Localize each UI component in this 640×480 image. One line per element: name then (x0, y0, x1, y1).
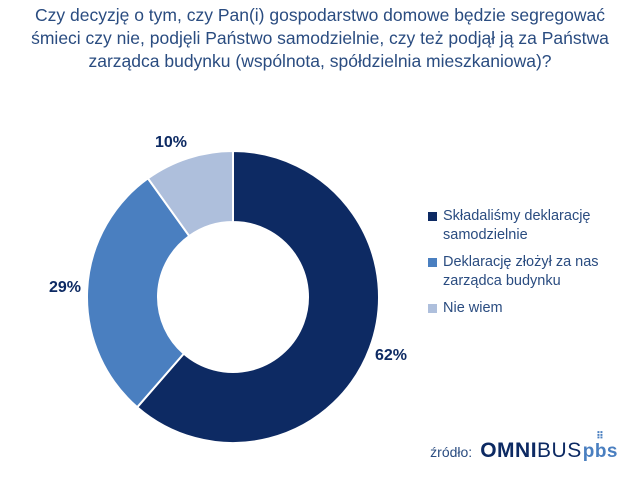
legend-label-self: Składaliśmy deklarację samodzielnie (443, 208, 591, 243)
legend-swatch-manager (428, 258, 437, 267)
data-label-self: 62% (375, 347, 407, 364)
logo-pbs-label: pbs (582, 441, 618, 462)
chart-legend: Składaliśmy deklarację samodzielnie Dekl… (428, 207, 638, 326)
donut-slice-manager (86, 176, 191, 409)
source-label: źródło: (430, 444, 473, 460)
legend-item-self: Składaliśmy deklarację samodzielnie (428, 207, 638, 245)
chart-title-line-3: zarządca budynku (wspólnota, spółdzielni… (88, 51, 552, 71)
chart-title-line-2: śmieci czy nie, podjęli Państwo samodzie… (31, 28, 609, 48)
chart-title: Czy decyzję o tym, czy Pan(i) gospodarst… (10, 4, 630, 73)
legend-label-manager: Deklarację złożył za nas zarządca budynk… (443, 254, 599, 289)
legend-swatch-unknown (428, 304, 437, 313)
logo-omni-text: OMNI (480, 439, 538, 462)
donut-slice-unknown (146, 149, 234, 238)
donut-slice-self (135, 149, 380, 444)
legend-swatch-self (428, 212, 437, 221)
data-label-manager: 29% (49, 279, 81, 296)
legend-item-unknown: Nie wiem (428, 299, 638, 318)
logo-dots-icon: ⠿ (595, 431, 605, 442)
omnibus-pbs-logo: OMNIBUS ⠿ pbs (480, 432, 618, 463)
chart-title-line-1: Czy decyzję o tym, czy Pan(i) gospodarst… (35, 5, 605, 25)
data-label-unknown: 10% (155, 134, 187, 151)
legend-label-unknown: Nie wiem (443, 300, 503, 316)
legend-item-manager: Deklarację złożył za nas zarządca budynk… (428, 253, 638, 291)
logo-bus-text: BUS (537, 439, 582, 462)
logo-pbs-text: ⠿ pbs (582, 432, 618, 463)
source-attribution: źródło: OMNIBUS ⠿ pbs (430, 432, 618, 463)
